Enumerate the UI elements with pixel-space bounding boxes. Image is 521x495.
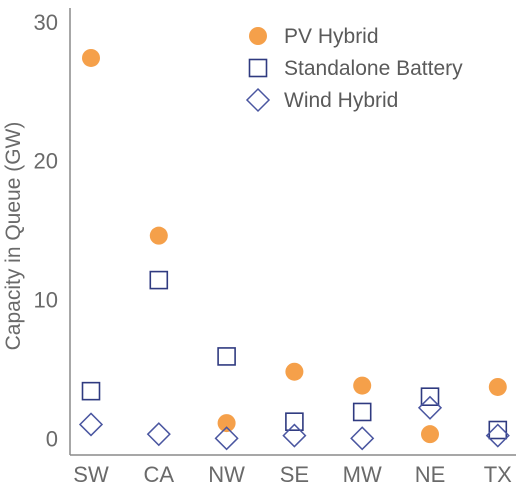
y-tick-labels: 0 10 20 30 — [34, 10, 58, 451]
series-group — [81, 270, 508, 440]
legend-square-marker — [248, 58, 268, 78]
legend: PV Hybrid Standalone Battery Wind Hybrid — [245, 25, 463, 113]
diamond-point — [485, 423, 510, 448]
x-tick-label: NW — [208, 462, 245, 487]
diamond-point — [214, 426, 239, 451]
square-point — [352, 402, 372, 422]
x-tick-label: NE — [415, 462, 446, 487]
square-point — [420, 387, 440, 406]
data-points — [78, 48, 510, 451]
square-point — [285, 412, 304, 431]
legend-label: Standalone Battery — [284, 57, 463, 80]
square-point — [488, 420, 508, 440]
x-tick-label: TX — [484, 462, 512, 487]
square-point — [217, 347, 236, 366]
circle-point — [285, 362, 304, 381]
diamond-point — [282, 423, 307, 448]
diamond-point — [350, 426, 375, 451]
axes — [69, 8, 516, 456]
circle-point — [149, 226, 168, 245]
circle-point — [217, 414, 236, 433]
legend-circle-marker — [249, 27, 267, 45]
x-tick-label: MW — [343, 462, 382, 487]
legend-label: Wind Hybrid — [284, 89, 398, 112]
square-point — [149, 270, 169, 290]
y-tick-label: 10 — [34, 288, 58, 313]
y-tick-label: 30 — [34, 10, 58, 35]
circle-point — [421, 425, 439, 444]
legend-diamond-marker — [245, 87, 271, 113]
circle-point — [353, 376, 372, 395]
y-tick-label: 20 — [34, 149, 58, 174]
legend-label: PV Hybrid — [284, 25, 379, 48]
square-point — [81, 381, 101, 401]
y-tick-label: 0 — [46, 426, 58, 451]
circle-point — [488, 377, 507, 396]
y-axis-label: Capacity in Queue (GW) — [2, 122, 25, 351]
x-tick-label: SE — [280, 462, 309, 487]
diamond-point — [417, 395, 443, 420]
series-group — [82, 48, 507, 444]
series-group — [78, 395, 510, 451]
diamond-point — [146, 422, 171, 447]
x-tick-label: SW — [73, 462, 109, 487]
x-tick-label: CA — [144, 462, 175, 487]
diamond-point — [78, 412, 104, 437]
circle-point — [82, 48, 100, 67]
x-tick-labels: SW CA NW SE MW NE TX — [73, 462, 512, 487]
